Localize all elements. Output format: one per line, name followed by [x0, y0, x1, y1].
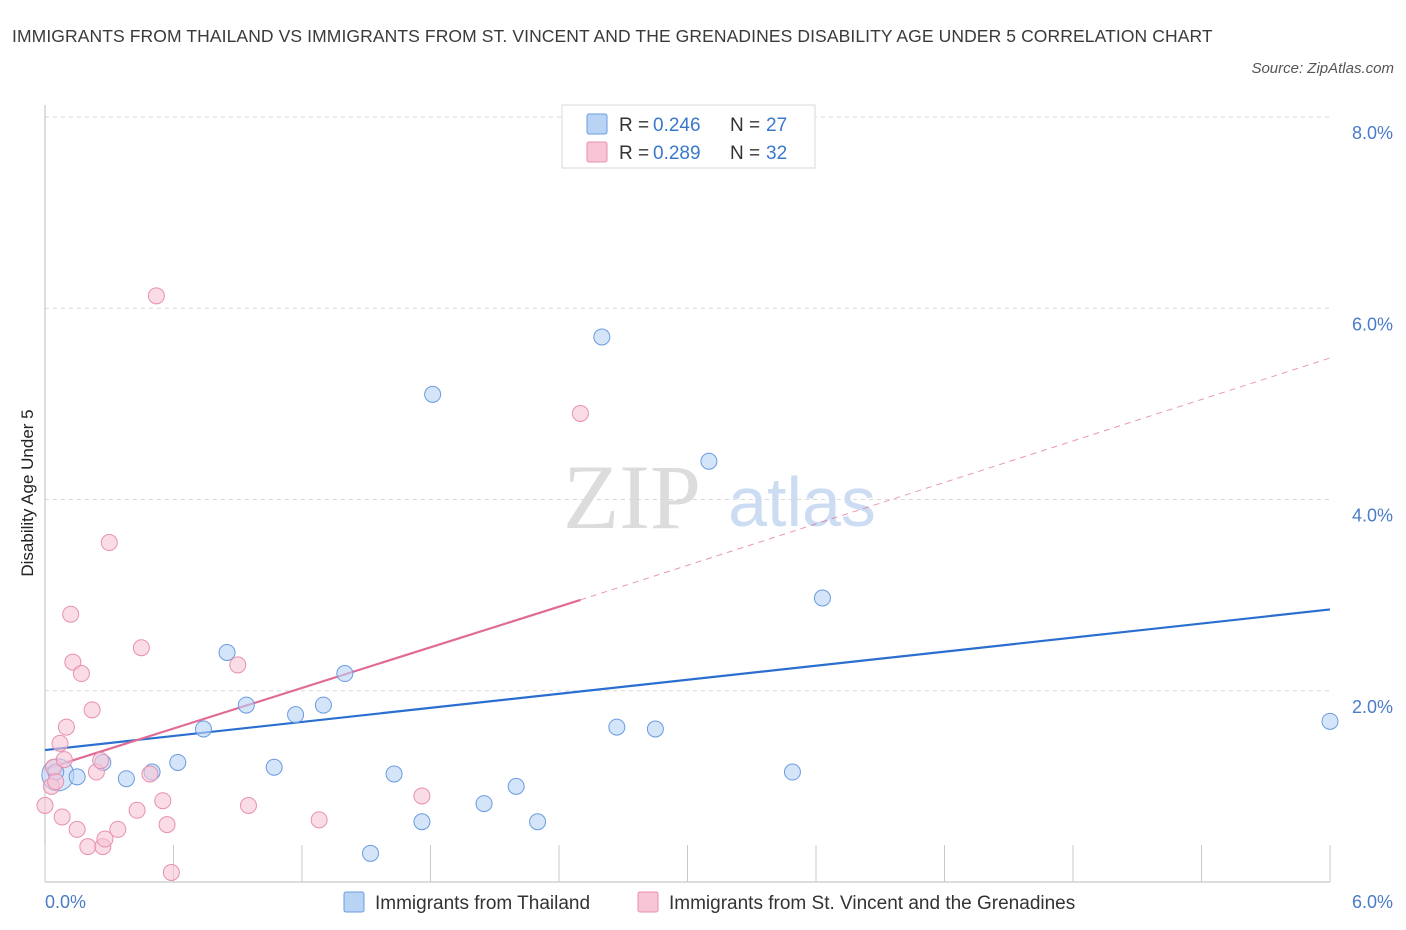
series-legend-swatch-stvincent — [637, 891, 659, 913]
point-stvincent — [36, 797, 54, 814]
point-thailand — [813, 589, 831, 607]
watermark-zip: ZIP — [563, 446, 701, 548]
point-thailand — [362, 844, 380, 862]
data-points — [36, 287, 1339, 881]
point-stvincent — [57, 718, 75, 736]
source-credit: Source: ZipAtlas.com — [1251, 60, 1394, 77]
point-thailand — [169, 753, 187, 771]
watermark: ZIP atlas — [563, 446, 876, 548]
point-thailand — [646, 720, 664, 738]
point-stvincent — [141, 765, 159, 783]
point-stvincent — [158, 816, 176, 834]
y-tick-label: 4.0% — [1352, 506, 1393, 526]
point-stvincent — [79, 838, 97, 856]
point-thailand — [385, 765, 403, 783]
point-thailand — [424, 385, 442, 403]
point-thailand — [287, 706, 305, 724]
series-legend-swatch-thailand — [343, 891, 365, 913]
point-stvincent — [239, 797, 257, 814]
legend-r-value-1: 0.289 — [653, 143, 701, 164]
legend-r-label-0: R = — [619, 115, 654, 136]
point-thailand — [336, 665, 354, 683]
legend-n-label-0: N = — [730, 115, 760, 136]
point-thailand — [265, 758, 283, 776]
point-stvincent — [147, 287, 165, 305]
point-stvincent — [72, 665, 90, 683]
point-stvincent — [132, 639, 150, 657]
point-thailand — [608, 718, 626, 736]
point-stvincent — [92, 752, 110, 770]
point-thailand — [218, 644, 236, 661]
series-legend: Immigrants from Thailand Immigrants from… — [343, 891, 1075, 914]
point-thailand — [783, 763, 801, 781]
point-stvincent — [413, 787, 431, 805]
y-axis-label: Disability Age Under 5 — [18, 409, 37, 576]
point-thailand — [1321, 712, 1339, 730]
point-stvincent — [109, 820, 127, 838]
point-stvincent — [64, 653, 82, 671]
legend-r-label-1: R = — [619, 143, 649, 164]
legend-n-value-0: 27 — [766, 115, 787, 136]
point-thailand — [700, 452, 718, 470]
point-stvincent — [162, 863, 180, 881]
y-tick-label: 2.0% — [1352, 697, 1393, 717]
point-stvincent — [83, 701, 101, 719]
point-stvincent — [571, 404, 589, 422]
trend-lines — [44, 357, 1331, 771]
point-stvincent — [47, 773, 65, 791]
trend-line-stvincent — [44, 598, 581, 771]
point-thailand — [593, 328, 611, 346]
point-thailand — [194, 720, 212, 738]
point-stvincent — [51, 734, 69, 752]
x-tick-marks — [44, 845, 1331, 882]
x-tick-label-min: 0.0% — [45, 892, 86, 912]
series-legend-label-stvincent: Immigrants from St. Vincent and the Gren… — [669, 893, 1075, 914]
point-stvincent — [55, 751, 73, 769]
legend-swatch-thailand — [586, 113, 608, 135]
chart-title: IMMIGRANTS FROM THAILAND VS IMMIGRANTS F… — [12, 26, 1213, 46]
point-thailand — [529, 813, 547, 831]
point-thailand — [507, 777, 525, 795]
point-stvincent — [128, 801, 146, 819]
point-stvincent — [229, 656, 247, 674]
point-stvincent — [62, 605, 80, 623]
x-tick-label-max: 6.0% — [1352, 892, 1393, 912]
trend-line-thailand — [44, 608, 1331, 752]
point-thailand — [413, 813, 431, 831]
point-stvincent — [154, 792, 172, 810]
point-thailand — [314, 696, 332, 714]
y-tick-labels: 2.0% 4.0% 6.0% 8.0% — [1352, 123, 1393, 717]
point-stvincent — [68, 820, 86, 838]
legend-n-value-1: 32 — [766, 143, 787, 164]
point-stvincent — [53, 808, 71, 826]
point-thailand — [68, 768, 86, 786]
watermark-atlas: atlas — [728, 463, 876, 541]
y-tick-label: 8.0% — [1352, 123, 1393, 143]
point-stvincent — [310, 811, 328, 829]
point-stvincent — [96, 830, 114, 848]
point-thailand — [475, 795, 493, 813]
legend-n-label-1: N = — [730, 143, 760, 164]
point-stvincent — [100, 534, 118, 552]
legend-swatch-stvincent — [586, 141, 608, 163]
correlation-legend: R = 0.246 N = 27 R = 0.289 N = 32 — [561, 104, 816, 169]
point-thailand — [117, 770, 135, 788]
y-tick-label: 6.0% — [1352, 314, 1393, 334]
series-legend-label-thailand: Immigrants from Thailand — [375, 893, 590, 914]
point-thailand — [237, 696, 255, 714]
gridlines — [45, 116, 1330, 692]
legend-r-value-0: 0.246 — [653, 115, 701, 136]
